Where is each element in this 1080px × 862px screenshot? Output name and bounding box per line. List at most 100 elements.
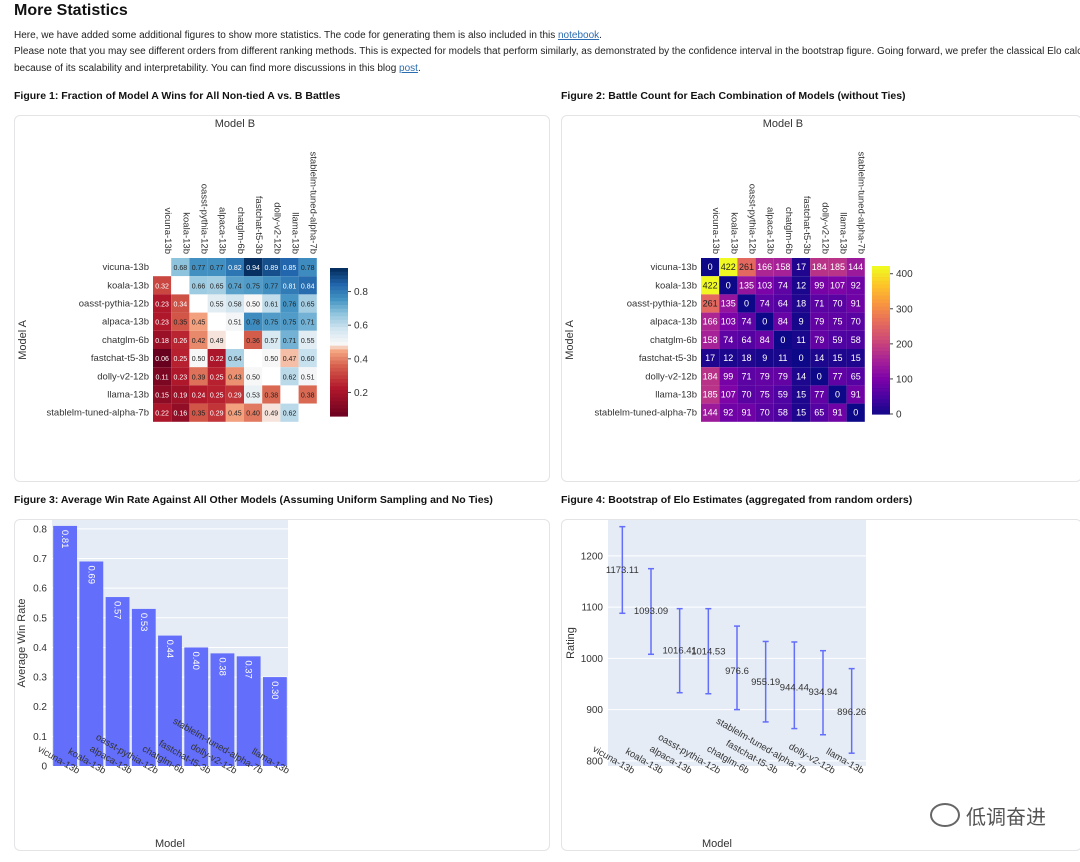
- cell-label: 0.74: [228, 283, 242, 290]
- cell-label: 0.94: [246, 265, 260, 272]
- cell-label: 0.32: [155, 283, 169, 290]
- colorbar-segment: [872, 288, 890, 293]
- colorbar-segment: [872, 273, 890, 278]
- colorbar-segment: [330, 356, 348, 362]
- cell-label: 79: [814, 317, 824, 327]
- bar-value-label: 0.69: [85, 565, 96, 584]
- bar-value-label: 0.37: [243, 660, 254, 679]
- elo-bootstrap-chart[interactable]: 8009001000110012001173.11vicuna-13b1093.…: [562, 520, 1080, 850]
- x-tick-label: fastchat-t5-3b: [801, 196, 812, 254]
- heatmap-cell: [701, 258, 720, 277]
- heatmap-cell: [262, 330, 281, 349]
- cell-label: 0.06: [155, 356, 169, 363]
- heatmap-cell: [773, 312, 792, 331]
- cell-label: 0: [799, 353, 804, 363]
- heatmap-cell: [153, 385, 172, 404]
- x-tick-label: stablelm-tuned-alpha-7b: [856, 152, 867, 254]
- colorbar-segment: [872, 399, 890, 404]
- heatmap-cell: [298, 349, 317, 368]
- heatmap-cell: [189, 385, 208, 404]
- cell-label: 0.50: [246, 374, 260, 381]
- intro-paragraph-1: Here, we have added some additional figu…: [14, 27, 602, 44]
- colorbar-segment: [330, 334, 348, 339]
- heatmap-cell: [773, 367, 792, 386]
- heatmap-cell: [773, 349, 792, 368]
- x-tick-label: alpaca-13b: [765, 207, 776, 254]
- colorbar-segment: [872, 310, 890, 315]
- x-tick-label: alpaca-13b: [217, 207, 228, 254]
- colorbar-segment: [872, 291, 890, 297]
- colorbar-segment: [872, 384, 890, 389]
- heatmap-cell: [207, 276, 226, 295]
- cell-label: 70: [851, 317, 861, 327]
- colorbar-segment: [330, 316, 348, 321]
- cell-label: 0: [817, 371, 822, 381]
- colorbar-segment: [872, 266, 890, 271]
- cell-label: 185: [703, 390, 718, 400]
- cell-label: 0.22: [155, 411, 169, 418]
- heatmap-cell: [171, 330, 190, 349]
- battle-count-heatmap[interactable]: Model B Model A vicuna-13b vicuna-13b koala-…: [562, 116, 1080, 481]
- cell-label: 0.23: [155, 320, 169, 327]
- heatmap-cell: [810, 276, 829, 295]
- heatmap-cell: [773, 330, 792, 349]
- cell-label: 0.65: [301, 302, 315, 309]
- y-tick-label: 900: [586, 705, 603, 716]
- heatmap-cell: [828, 403, 847, 422]
- heatmap-cell: [792, 403, 811, 422]
- colorbar-segment: [872, 388, 890, 393]
- heatmap-cell: [792, 330, 811, 349]
- heatmap-cell: [701, 312, 720, 331]
- cell-label: 17: [796, 262, 806, 272]
- heatmap-cell: [810, 385, 829, 404]
- heatmap-cell: [225, 385, 244, 404]
- heatmap-cell: [207, 403, 226, 422]
- cell-label: 0.25: [210, 374, 224, 381]
- heatmap-cell: [737, 367, 756, 386]
- colorbar-segment: [872, 391, 890, 397]
- cell-label: 0.51: [228, 320, 242, 327]
- cell-label: 18: [796, 299, 806, 309]
- intro-text-3b: .: [417, 63, 421, 74]
- heatmap-cell: [792, 367, 811, 386]
- colorbar-segment: [330, 308, 348, 313]
- cell-label: 0.19: [173, 393, 187, 400]
- cell-label: 15: [832, 353, 842, 363]
- colorbar-tick-label: 0.8: [354, 287, 368, 298]
- bar-value-label: 0.81: [59, 530, 70, 549]
- heatmap-cell: [298, 385, 317, 404]
- heatmap-cell: [810, 349, 829, 368]
- cell-label: 0: [744, 299, 749, 309]
- y-tick-label: oasst-pythia-12b: [79, 299, 149, 310]
- colorbar-segment: [330, 371, 348, 376]
- heatmap-cell: [262, 258, 281, 277]
- bar: [158, 635, 182, 766]
- heatmap-cell: [719, 276, 738, 295]
- cell-label: 107: [721, 390, 736, 400]
- bar: [53, 525, 78, 766]
- cell-label: 0.18: [155, 338, 169, 345]
- heatmap-cell: [846, 276, 865, 295]
- cell-label: 0.29: [210, 411, 224, 418]
- heatmap-cell: [846, 312, 865, 331]
- average-win-rate-bar-chart[interactable]: 00.10.20.30.40.50.60.70.80.81vicuna-13b0…: [15, 520, 549, 850]
- heatmap-cell: [153, 330, 172, 349]
- x-axis-title: Model: [155, 838, 185, 850]
- colorbar-segment: [872, 303, 890, 308]
- point-value-label: 944.44: [780, 682, 809, 693]
- colorbar-segment: [872, 354, 890, 360]
- heatmap-cell: [189, 294, 208, 313]
- cell-label: 0.62: [283, 374, 297, 381]
- heatmap-cell: [828, 276, 847, 295]
- cell-label: 0.78: [301, 265, 315, 272]
- notebook-link[interactable]: notebook: [558, 30, 600, 41]
- cell-label: 0.77: [264, 283, 278, 290]
- intro-text-1b: .: [599, 30, 602, 41]
- cell-label: 0.75: [283, 320, 297, 327]
- blog-post-link[interactable]: post: [399, 63, 418, 74]
- x-tick-label: dolly-v2-12b: [271, 202, 282, 254]
- cell-label: 74: [723, 335, 733, 345]
- win-fraction-heatmap[interactable]: Model B Model A vicuna-13b vicuna-13b koala-…: [15, 116, 549, 481]
- heatmap-cell: [189, 258, 208, 277]
- heatmap-cell: [737, 403, 756, 422]
